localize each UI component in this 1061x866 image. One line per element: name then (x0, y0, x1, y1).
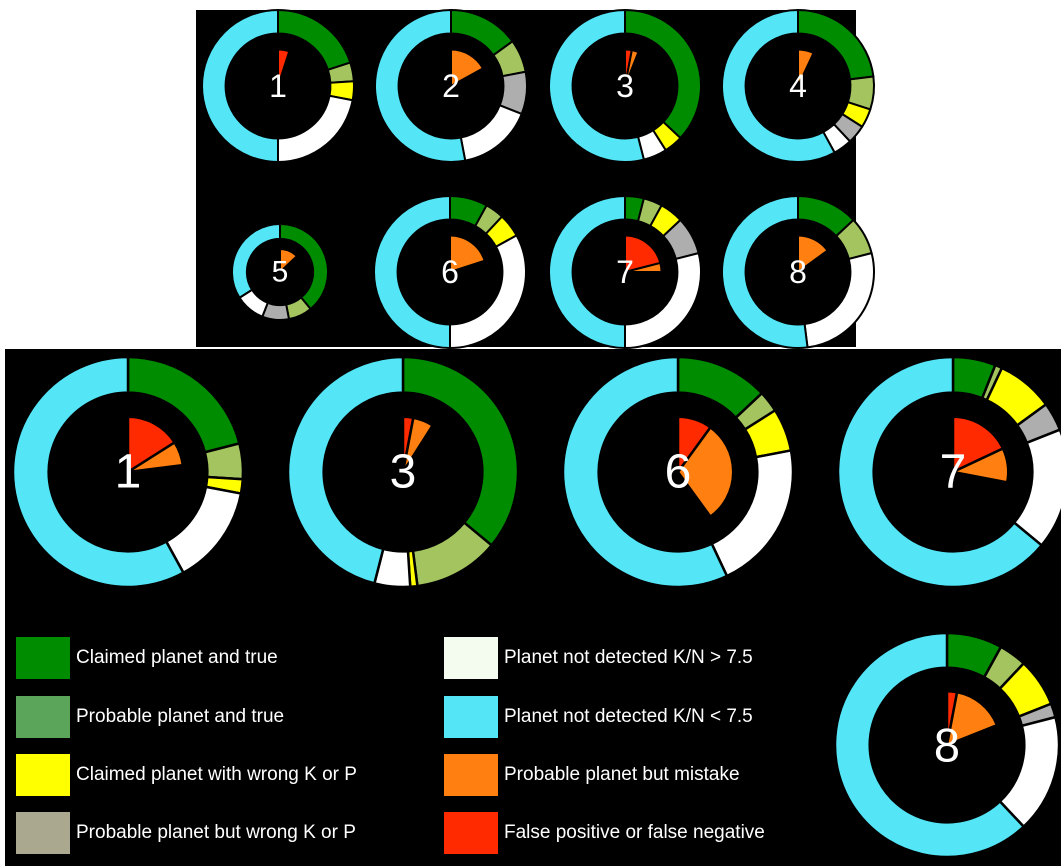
outer-slice-notdet_low (561, 355, 729, 589)
donut-chart-5: 5 (231, 223, 329, 321)
inner-slice-probable_mistake (279, 247, 298, 273)
legend-label: Probable planet but mistake (504, 764, 740, 785)
donut-chart-8: 8 (721, 195, 875, 349)
donut-chart-6: 6 (561, 355, 795, 589)
legend-label: Planet not detected K/N > 7.5 (504, 647, 753, 668)
legend-swatch (16, 696, 70, 738)
legend-item: False positive or false negative (444, 812, 765, 854)
inner-slice-probable_mistake (450, 48, 484, 87)
inner-slice-probable_mistake (951, 447, 1010, 484)
legend-item: Planet not detected K/N > 7.5 (444, 637, 753, 679)
chart-label: 1 (269, 68, 287, 104)
legend-swatch (444, 754, 498, 796)
donut-chart-7: 7 (836, 355, 1061, 589)
inner-slice-probable_mistake (401, 416, 434, 474)
legend-label: Claimed planet with wrong K or P (76, 764, 357, 785)
legend-label: Planet not detected K/N < 7.5 (504, 706, 753, 727)
chart-label: 8 (934, 719, 960, 772)
legend-label: Claimed planet and true (76, 647, 278, 668)
inner-slice-probable_mistake (624, 49, 640, 87)
donut-chart-1: 1 (201, 9, 355, 163)
donut-chart-1: 1 (11, 355, 245, 589)
chart-label: 3 (616, 68, 634, 104)
donut-chart-3: 3 (548, 9, 702, 163)
inner-slice-probable_mistake (797, 234, 829, 273)
legend-item: Probable planet but wrong K or P (16, 812, 356, 854)
legend-item: Claimed planet and true (16, 637, 278, 679)
inner-slice-probable_mistake (624, 261, 663, 273)
legend-swatch (16, 812, 70, 854)
donut-chart-3: 3 (286, 355, 520, 589)
inner-slice-probable_mistake (797, 48, 815, 87)
inner-slice-false_pos_neg (951, 415, 1005, 474)
outer-slice-notdet_low (201, 9, 279, 163)
outer-slice-notdet_low (374, 9, 467, 163)
legend-item: Probable planet but mistake (444, 754, 740, 796)
chart-label: 4 (789, 68, 807, 104)
inner-slice-probable_mistake (126, 441, 185, 474)
donut-chart-6: 6 (373, 195, 527, 349)
chart-label: 5 (272, 256, 289, 289)
donut-chart-2: 2 (374, 9, 528, 163)
legend-item: Claimed planet with wrong K or P (16, 754, 357, 796)
chart-label: 7 (616, 254, 634, 290)
chart-label: 7 (940, 446, 967, 499)
legend-swatch (16, 754, 70, 796)
outer-slice-notdet_low (231, 223, 281, 299)
legend-label: Probable planet and true (76, 706, 285, 727)
chart-label: 1 (115, 446, 142, 499)
chart-label: 6 (441, 254, 459, 290)
inner-slice-false_pos_neg (624, 234, 662, 273)
legend-item: Planet not detected K/N < 7.5 (444, 696, 753, 738)
chart-label: 3 (390, 446, 417, 499)
legend-swatch (444, 812, 498, 854)
legend-swatch (444, 696, 498, 738)
outer-slice-notdet_low (548, 9, 645, 163)
legend-item: Probable planet and true (16, 696, 284, 738)
chart-label: 8 (789, 254, 807, 290)
donut-chart-7: 7 (548, 195, 702, 349)
outer-slice-claimed_true (401, 355, 520, 547)
chart-label: 2 (442, 68, 460, 104)
outer-slice-notdet_low (833, 631, 1025, 859)
outer-slice-notdet_low (11, 355, 185, 589)
inner-slice-probable_mistake (449, 234, 486, 273)
outer-slice-notdet_low (721, 9, 836, 163)
legend-swatch (16, 637, 70, 679)
outer-slice-notdet_low (548, 195, 626, 349)
donut-chart-8: 8 (833, 631, 1061, 859)
donut-chart-4: 4 (721, 9, 875, 163)
outer-slice-notdet_low (373, 195, 451, 349)
legend-swatch (444, 637, 498, 679)
chart-label: 6 (665, 446, 692, 499)
legend-label: False positive or false negative (504, 822, 765, 843)
outer-slice-notdet_low (721, 195, 809, 349)
inner-slice-probable_mistake (676, 426, 735, 518)
legend-label: Probable planet but wrong K or P (76, 822, 356, 843)
inner-slice-probable_mistake (945, 690, 999, 747)
outer-slice-notdet_low (836, 355, 1043, 589)
inner-slice-false_pos_neg (277, 48, 291, 87)
outer-slice-notdet_low (286, 355, 405, 585)
